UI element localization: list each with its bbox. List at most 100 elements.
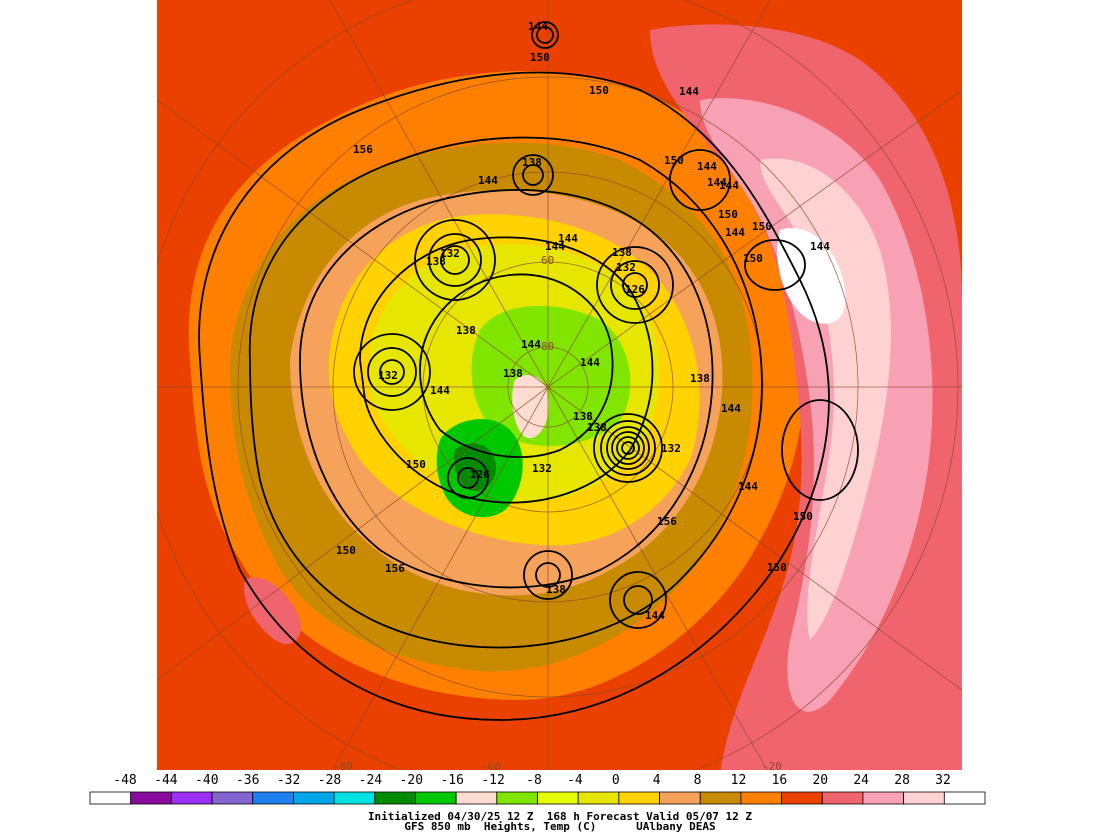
temperature-colorbar: -48 -44 -40 -36 -32 -28 -24 -20 -16 -12 -8 -4 0 4 8 12 1… xyxy=(89,773,986,805)
low-center-9 xyxy=(536,26,554,44)
colorbar-label: -24 xyxy=(359,773,383,788)
colorbar-label: -8 xyxy=(526,773,542,788)
latitude-label: -60 xyxy=(481,760,501,770)
colorbar-swatch xyxy=(130,791,172,805)
colorbar-swatch xyxy=(699,791,742,805)
contour-label: 144 xyxy=(738,480,758,493)
colorbar-swatch xyxy=(659,791,701,805)
temperature-field-pink-west xyxy=(244,577,301,644)
contour-label: 156 xyxy=(657,515,677,528)
latitude-label: 60 xyxy=(541,254,554,267)
colorbar-label: -40 xyxy=(195,773,218,788)
latitude-labels: 60 80 -80 -60 -20 xyxy=(333,254,782,770)
colorbar-label: -4 xyxy=(567,773,583,788)
caption-line-1: Initialized 04/30/25 12 Z 168 h Forecast… xyxy=(367,810,753,823)
contour-label: 150 xyxy=(793,510,813,523)
contour-144 xyxy=(299,189,714,589)
contour-label: 132 xyxy=(616,261,636,274)
contour-label: 150 xyxy=(752,220,772,233)
low-center-7 xyxy=(623,585,653,615)
temperature-field-darkgreen xyxy=(454,443,496,491)
contour-label: 144 xyxy=(810,240,830,253)
height-contours xyxy=(198,21,859,721)
colorbar-swatch xyxy=(170,791,213,805)
colorbar-label: -12 xyxy=(481,773,504,788)
latitude-label: -80 xyxy=(333,760,353,770)
contour-label: 138 xyxy=(456,324,476,337)
contour-label: 138 xyxy=(426,255,446,268)
contour-label: 132 xyxy=(440,247,460,260)
colorbar-label: 16 xyxy=(772,773,788,788)
colorbar-label: 0 xyxy=(612,773,620,788)
contour-label: 144 xyxy=(721,402,741,415)
caption-line-2: GFS 850 mb Heights, Temp (C) UAlbany DEA… xyxy=(404,820,716,833)
colorbar-swatch xyxy=(252,791,294,805)
contour-label: 144 xyxy=(521,338,541,351)
contour-label: 150 xyxy=(743,252,763,265)
colorbar-label: -36 xyxy=(236,773,259,788)
contour-132 xyxy=(419,273,614,458)
contour-label: 144 xyxy=(707,176,727,189)
contour-label: 156 xyxy=(353,143,373,156)
colorbar-swatch xyxy=(781,791,823,805)
colorbar-swatch xyxy=(455,791,498,805)
temperature-field-white xyxy=(777,228,846,324)
colorbar-swatch xyxy=(211,791,254,805)
colorbar-swatch xyxy=(740,791,782,805)
colorbar-label: 4 xyxy=(653,773,661,788)
contour-label: 144 xyxy=(719,179,739,192)
contour-label: 144 xyxy=(679,85,699,98)
colorbar-label: -20 xyxy=(400,773,423,788)
colorbar-swatch xyxy=(618,791,660,805)
contour-label: 144 xyxy=(430,384,450,397)
colorbar-label: -28 xyxy=(318,773,341,788)
contour-label: 144 xyxy=(697,160,717,173)
contour-156 xyxy=(198,71,830,721)
temperature-field-blush xyxy=(760,158,891,640)
colorbar-swatch xyxy=(821,791,864,805)
colorbar-label: 8 xyxy=(694,773,702,788)
contour-label: 138 xyxy=(690,372,710,385)
colorbar-label: -16 xyxy=(440,773,463,788)
graticule xyxy=(157,0,962,770)
contour-label: 132 xyxy=(532,462,552,475)
colorbar-label: 20 xyxy=(812,773,828,788)
low-center-4 xyxy=(621,441,635,455)
temperature-field-pink xyxy=(512,375,549,439)
forecast-map: 144 150 150 144 156 138 144 150 144 144 … xyxy=(157,0,962,770)
contour-label: 138 xyxy=(573,410,593,423)
colorbar-swatch xyxy=(903,791,945,805)
contour-label: 126 xyxy=(625,283,645,296)
contour-label: 138 xyxy=(522,156,542,169)
contour-label: 144 xyxy=(528,20,548,33)
colorbar-label: -48 xyxy=(113,773,136,788)
colorbar-swatch xyxy=(862,791,905,805)
contour-138 xyxy=(359,236,654,504)
contour-label: 150 xyxy=(589,84,609,97)
colorbar-swatch xyxy=(415,791,457,805)
contour-label: 132 xyxy=(378,369,398,382)
contour-label: 144 xyxy=(478,174,498,187)
contour-label: 144 xyxy=(580,356,600,369)
contour-label: 150 xyxy=(530,51,550,64)
contour-label: 138 xyxy=(546,583,566,596)
colorbar-swatch xyxy=(333,791,376,805)
contour-label: 150 xyxy=(406,458,426,471)
contour-label: 138 xyxy=(612,246,632,259)
colorbar-swatch xyxy=(577,791,620,805)
low-center-1 xyxy=(440,245,470,275)
colorbar-swatch xyxy=(374,791,416,805)
low-center-8 xyxy=(522,164,544,186)
contour-label: 132 xyxy=(661,442,681,455)
low-center-2 xyxy=(379,359,405,385)
contour-label: 138 xyxy=(503,367,523,380)
contour-label: 150 xyxy=(336,544,356,557)
contour-label: 144 xyxy=(645,609,665,622)
colorbar-swatch xyxy=(89,791,132,805)
contour-label: 156 xyxy=(385,562,405,575)
contour-label: 150 xyxy=(718,208,738,221)
colorbar-labels: -48 -44 -40 -36 -32 -28 -24 -20 -16 -12 -8 -4 0 4 8 12 1… xyxy=(113,773,951,788)
colorbar-label: -44 xyxy=(154,773,178,788)
colorbar-label: 28 xyxy=(894,773,910,788)
contour-150 xyxy=(248,136,763,649)
